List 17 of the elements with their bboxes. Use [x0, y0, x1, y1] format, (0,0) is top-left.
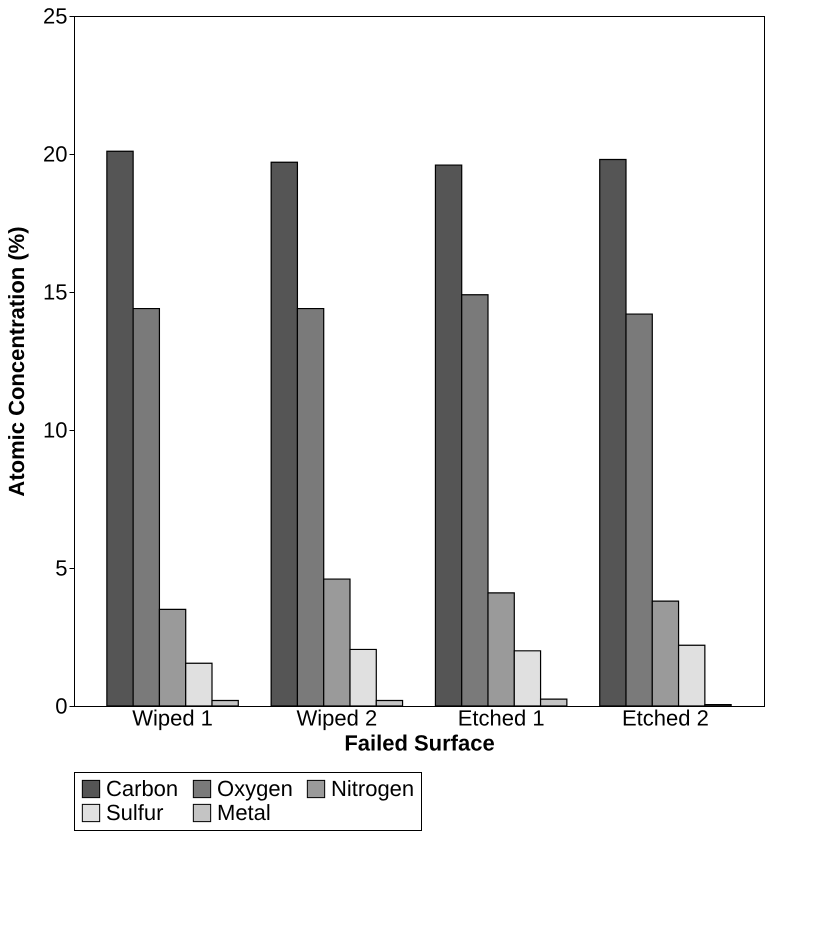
y-tick-label: 10 — [43, 418, 68, 442]
x-axis-title: Failed Surface — [344, 730, 495, 756]
legend-label: Metal — [217, 800, 271, 825]
legend-label: Nitrogen — [331, 776, 414, 801]
y-tick-label: 0 — [55, 694, 68, 718]
x-tick-label: Etched 1 — [458, 706, 545, 730]
y-tick-label: 15 — [43, 280, 68, 304]
y-axis-title: Atomic Concentration (%) — [4, 226, 30, 497]
y-tick-label: 20 — [43, 142, 68, 166]
legend-label: Carbon — [106, 776, 178, 801]
x-tick-label: Wiped 1 — [132, 706, 213, 730]
legend-label: Oxygen — [217, 776, 293, 801]
x-tick-label: Etched 2 — [622, 706, 709, 730]
legend-label: Sulfur — [106, 800, 164, 825]
y-tick-label: 25 — [43, 4, 68, 28]
x-tick-label: Wiped 2 — [296, 706, 378, 730]
y-tick-label: 5 — [55, 556, 68, 580]
